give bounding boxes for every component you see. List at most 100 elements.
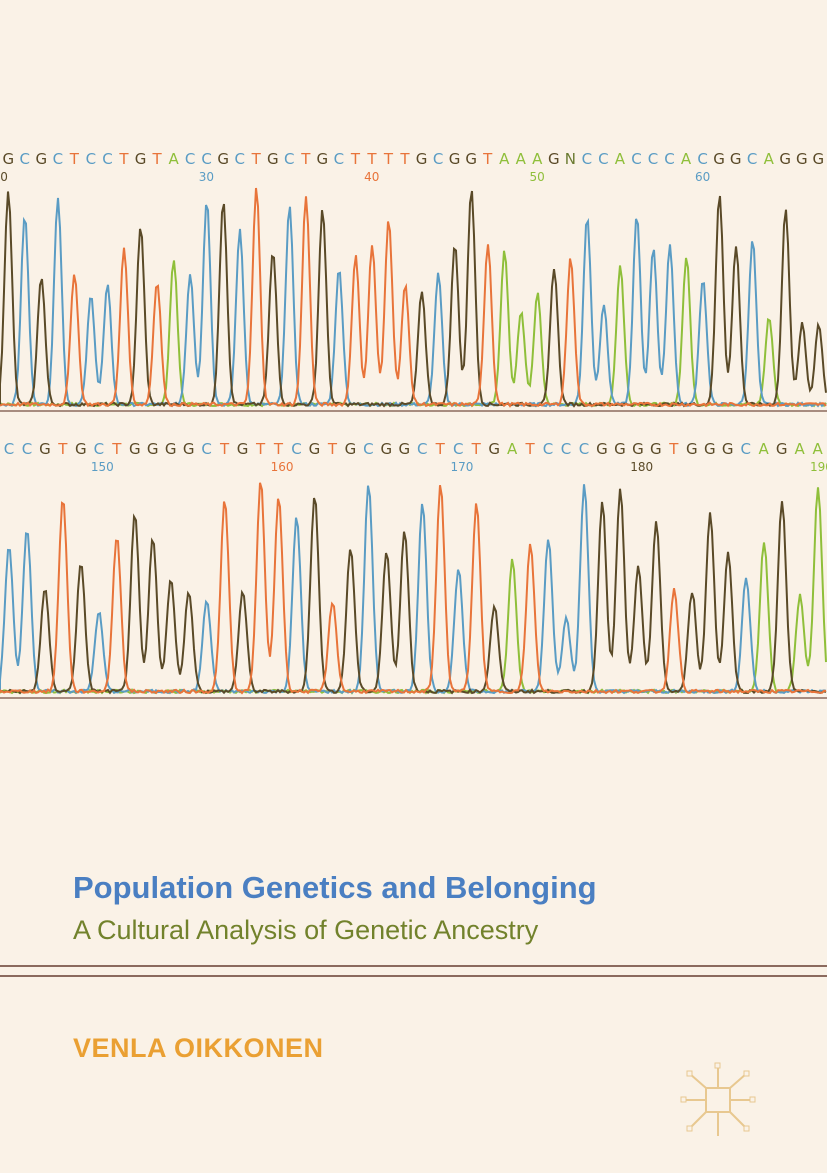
base-letter: T: [383, 150, 394, 168]
trace-A: [0, 250, 827, 408]
base-letter: T: [251, 150, 261, 168]
tick-label: 40: [364, 170, 380, 184]
chromatogram-trace: [0, 482, 827, 699]
base-letter: T: [483, 150, 493, 168]
base-letter: T: [435, 440, 445, 458]
base-letter: G: [308, 440, 321, 458]
base-letter: T: [669, 440, 679, 458]
tick-label: 170: [450, 460, 474, 474]
tick-label: 180: [630, 460, 654, 474]
base-letter: N: [564, 150, 576, 168]
base-letter: A: [680, 150, 692, 168]
base-letter: G: [75, 440, 87, 458]
base-letter: G: [465, 150, 477, 168]
tick-label: 0: [0, 170, 8, 184]
base-letter: G: [128, 440, 141, 458]
divider-bottom: [0, 975, 827, 977]
base-letter: C: [102, 150, 113, 168]
base-letter: G: [775, 440, 788, 458]
divider-top: [0, 965, 827, 967]
base-letter: T: [400, 150, 410, 168]
base-letter: G: [182, 440, 195, 458]
base-letter: G: [729, 150, 742, 168]
trace-T: [0, 187, 827, 408]
base-letter: A: [499, 150, 510, 168]
base-letter: T: [152, 150, 162, 168]
chromatogram-trace: [0, 187, 827, 412]
base-letter: C: [697, 150, 708, 168]
base-letter: G: [398, 440, 411, 458]
base-letter: C: [432, 150, 444, 168]
base-letter: T: [367, 150, 377, 168]
trace-T: [0, 482, 827, 695]
base-letter: C: [184, 150, 196, 168]
base-letter: C: [363, 440, 374, 458]
base-letter: A: [794, 440, 805, 458]
tick-label: 150: [90, 460, 114, 474]
base-letter: G: [2, 150, 15, 168]
base-letter: A: [614, 150, 626, 168]
base-letter: C: [3, 440, 15, 458]
base-letter: C: [560, 440, 572, 458]
base-letter: G: [236, 440, 249, 458]
base-letter: C: [234, 150, 245, 168]
base-letter: C: [746, 150, 758, 168]
base-letter: G: [795, 150, 808, 168]
publisher-logo-icon: [680, 1062, 756, 1136]
base-letter: A: [758, 440, 769, 458]
base-letter: C: [598, 150, 609, 168]
base-letter: G: [344, 440, 357, 458]
base-letter: G: [703, 440, 716, 458]
base-letter: G: [448, 150, 461, 168]
base-letter: C: [542, 440, 554, 458]
position-ticks: 0 30 40 50 60: [0, 170, 827, 186]
base-letter: T: [273, 440, 284, 458]
trace-G: [0, 190, 827, 408]
base-letter: T: [255, 440, 266, 458]
author-name: VENLA OIKKONEN: [73, 1033, 324, 1063]
base-letter: G: [650, 440, 662, 458]
book-title: Population Genetics and Belonging: [73, 870, 597, 905]
base-letter: T: [525, 440, 535, 458]
base-letter: G: [721, 440, 734, 458]
base-letter: C: [291, 440, 302, 458]
base-letter: G: [266, 150, 279, 168]
base-letter: C: [664, 150, 675, 168]
base-letter: G: [146, 440, 159, 458]
tick-label: 60: [694, 170, 711, 184]
base-letter: A: [812, 440, 823, 458]
tick-label: 190: [810, 460, 827, 474]
base-letter: G: [164, 440, 177, 458]
trace-G: [0, 488, 827, 695]
tick-label: 160: [270, 460, 294, 474]
base-letter: T: [69, 150, 79, 168]
tick-label: 50: [529, 170, 545, 184]
base-letter: T: [327, 440, 337, 458]
tick-label: 30: [198, 170, 215, 184]
base-letter: G: [316, 150, 329, 168]
base-letter: C: [578, 440, 590, 458]
base-letter: C: [631, 150, 642, 168]
base-letter: G: [812, 150, 825, 168]
base-letter: C: [452, 440, 464, 458]
base-letter: C: [333, 150, 345, 168]
base-letter: G: [380, 440, 393, 458]
base-letter: T: [471, 440, 481, 458]
base-letter: G: [632, 440, 644, 458]
base-letter: A: [532, 150, 543, 168]
base-letter: C: [647, 150, 659, 168]
base-letter: C: [201, 440, 212, 458]
base-letter: T: [119, 150, 129, 168]
base-letter: C: [85, 150, 97, 168]
base-letter: G: [217, 150, 229, 168]
base-letter: A: [506, 440, 518, 458]
base-letter: A: [168, 150, 179, 168]
trace-C: [0, 197, 827, 408]
base-letter: C: [93, 440, 105, 458]
base-letter: G: [547, 150, 560, 168]
base-letter: A: [763, 150, 774, 168]
base-letter: G: [685, 440, 698, 458]
base-letter: G: [614, 440, 626, 458]
